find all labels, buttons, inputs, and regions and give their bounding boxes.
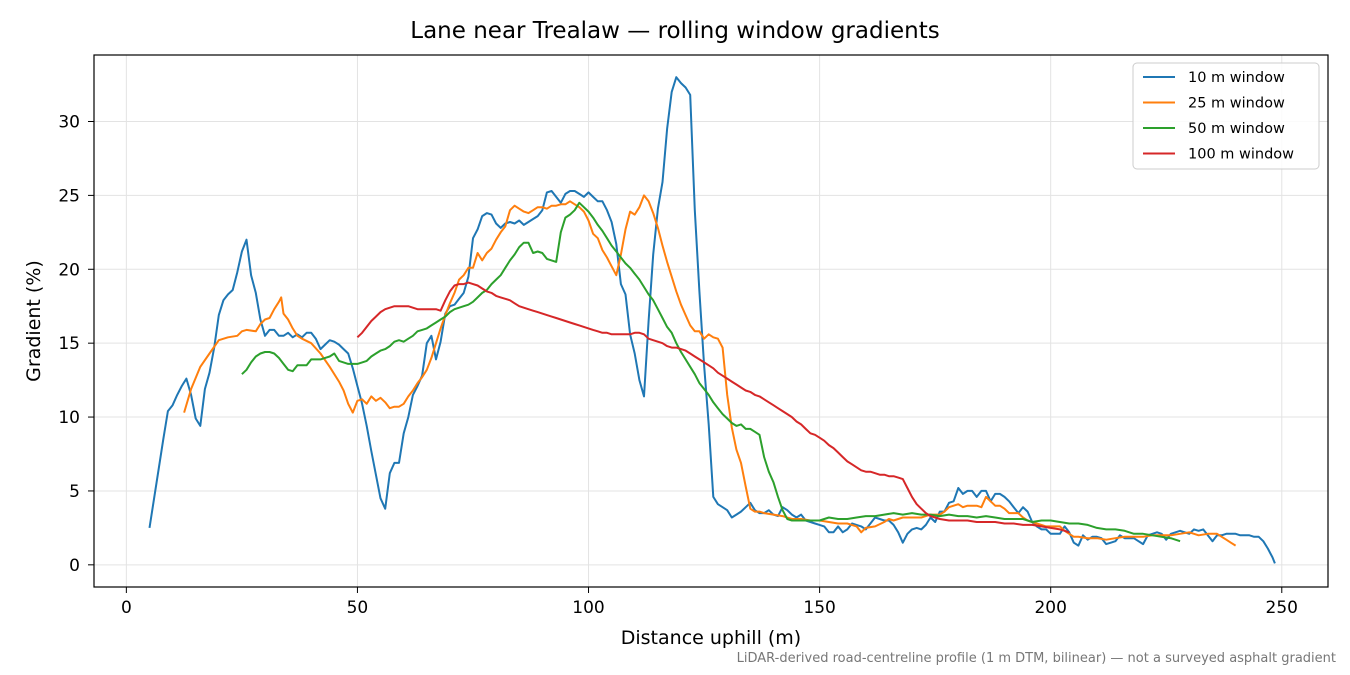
grid (94, 55, 1328, 587)
series-line-100-m-window (356, 281, 1070, 534)
x-axis-label: Distance uphill (m) (620, 627, 802, 649)
x-tick-label: 0 (121, 598, 132, 618)
x-tick-label: 150 (803, 598, 835, 618)
y-axis-label: Gradient (%) (23, 260, 45, 382)
legend-label-100-m-window: 100 m window (1188, 147, 1294, 163)
legend-box (1132, 62, 1320, 170)
y-axis: 0 5 10 15 20 25 30 (58, 113, 94, 576)
footnote: LiDAR-derived road-centreline profile (1… (736, 651, 1336, 666)
legend-label-50-m-window: 50 m window (1188, 121, 1285, 137)
plot-frame (93, 54, 1329, 588)
series-lines (148, 76, 1276, 564)
legend-label-10-m-window: 10 m window (1188, 70, 1285, 86)
x-axis: 0 50 100 150 200 250 (121, 587, 1298, 618)
y-tick-label: 30 (58, 113, 80, 133)
y-tick-label: 20 (58, 260, 80, 280)
x-tick-label: 200 (1034, 598, 1066, 618)
chart-title: Lane near Trealaw — rolling window gradi… (410, 18, 940, 44)
y-tick-label: 25 (58, 186, 80, 206)
y-tick-label: 10 (58, 408, 80, 428)
legend-label-25-m-window: 25 m window (1188, 96, 1285, 112)
y-tick-label: 15 (58, 334, 80, 354)
series-line-50-m-window (241, 201, 1181, 543)
legend[interactable]: 10 m window 25 m window 50 m window 100 m w… (1132, 62, 1320, 170)
y-tick-label: 5 (69, 482, 80, 502)
series-line-25-m-window (183, 194, 1237, 547)
x-tick-label: 250 (1266, 598, 1298, 618)
x-tick-label: 50 (347, 598, 369, 618)
y-tick-label: 0 (69, 556, 80, 576)
x-tick-label: 100 (572, 598, 604, 618)
